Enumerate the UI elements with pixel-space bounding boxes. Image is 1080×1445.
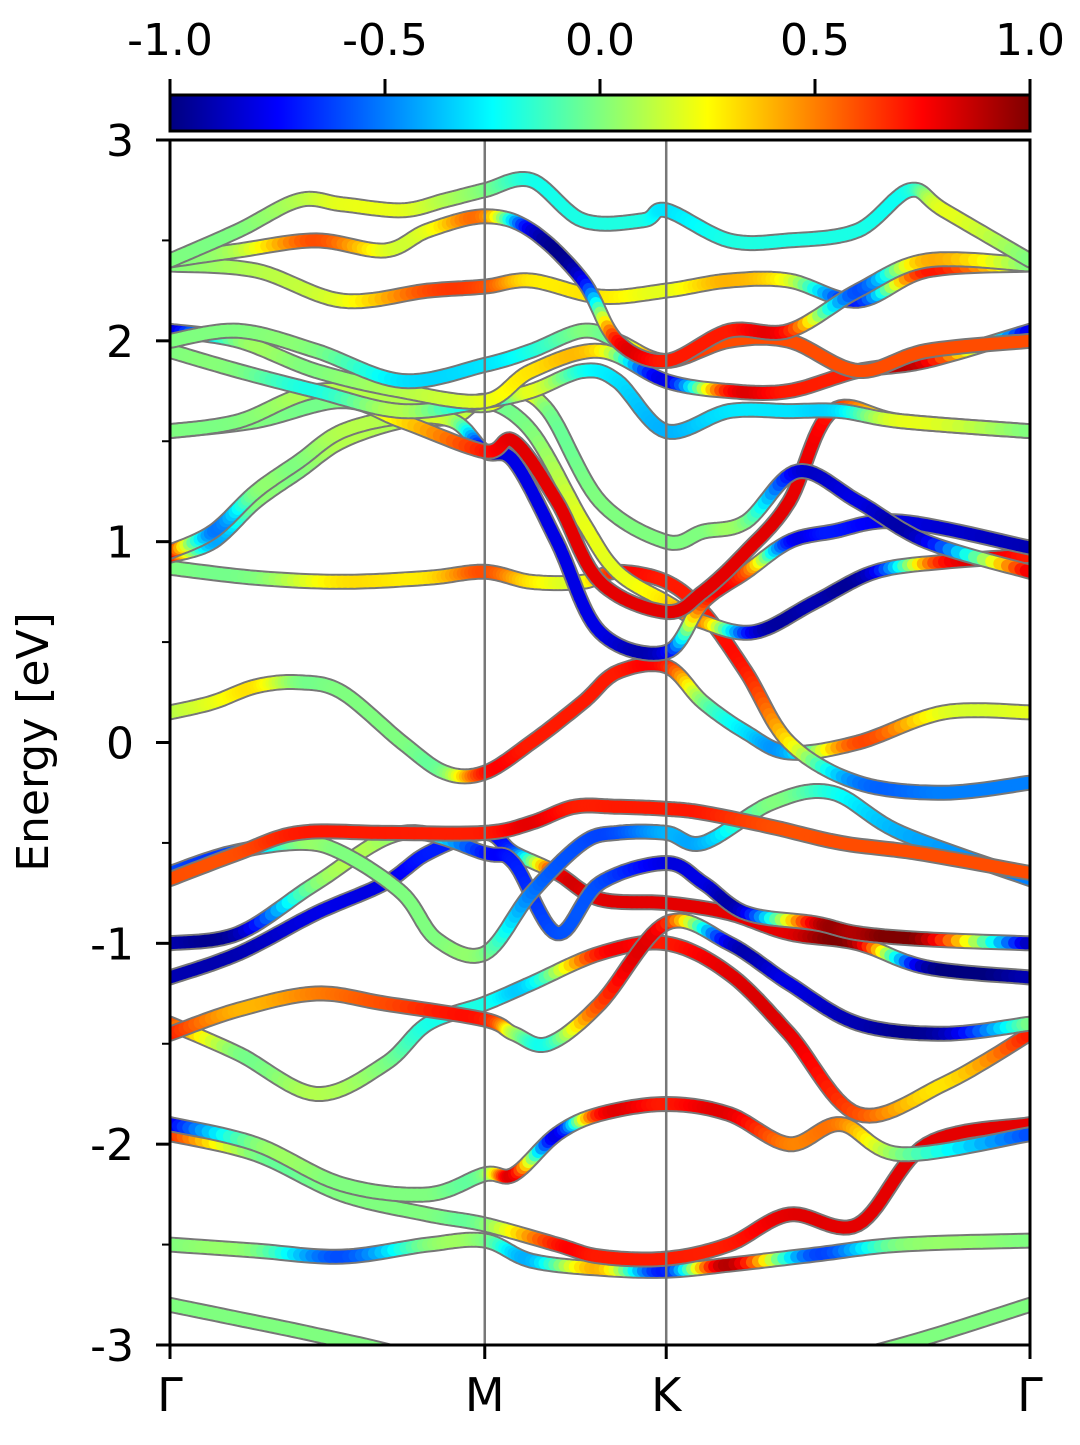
band-segment [764, 1375, 772, 1376]
band-segment [396, 1353, 402, 1355]
y-tick-label: 2 [106, 317, 134, 368]
band-segment [739, 1379, 747, 1380]
band-segment [845, 1357, 855, 1359]
band-segment [789, 1370, 798, 1372]
band-segment [446, 1371, 452, 1373]
band-segment [458, 1376, 464, 1378]
y-tick-label: 3 [106, 116, 134, 167]
band-segment [724, 1381, 732, 1382]
band-11 [170, 664, 1030, 776]
band-lines [170, 179, 1030, 1387]
band-segment [756, 1377, 764, 1378]
y-axis: 3 2 1 0 -1 -2 -3 [90, 116, 170, 1372]
band-segment [747, 1378, 755, 1379]
band-segment [807, 1366, 816, 1368]
band-segment [433, 1366, 439, 1369]
y-tick-label: -1 [90, 919, 134, 970]
band-segment [864, 1353, 873, 1355]
band-segment [826, 1362, 835, 1364]
band-segment [854, 1355, 864, 1357]
y-tick-label: 0 [106, 719, 134, 770]
colorbar-tick-label: 1.0 [995, 15, 1065, 66]
colorbar-tick-label: 0.0 [565, 15, 635, 66]
colorbar-tick-label: -0.5 [342, 15, 428, 66]
y-tick-label: 1 [106, 518, 134, 569]
band-segment [440, 1369, 446, 1372]
band-segment [873, 1350, 883, 1353]
band-segment [781, 1372, 790, 1374]
x-tick-label: Γ [157, 1368, 183, 1422]
band-segment [882, 1348, 891, 1351]
band-segment [772, 1374, 781, 1376]
band-segment [421, 1361, 427, 1363]
band-segment [732, 1380, 740, 1381]
band-segment [452, 1374, 458, 1376]
band-segment [408, 1357, 414, 1359]
colorbar-tick-label: -1.0 [127, 15, 213, 66]
x-tick-label: Γ [1017, 1368, 1043, 1422]
band-segment [384, 1350, 390, 1352]
band-segment [371, 1347, 377, 1349]
band-segment [415, 1359, 421, 1361]
band-segment [378, 1349, 384, 1351]
band-segment [402, 1355, 408, 1357]
band-segment [798, 1368, 807, 1370]
y-axis-label: Energy [eV] [8, 612, 59, 872]
y-tick-label: -2 [90, 1120, 134, 1171]
colorbar: -1.0 -0.5 0.0 0.5 1.0 [127, 15, 1065, 131]
x-tick-label: K [651, 1368, 683, 1422]
band-segment [390, 1352, 396, 1354]
band-segment [694, 1383, 701, 1384]
y-tick-label: -3 [90, 1321, 134, 1372]
high-symmetry-lines [485, 140, 666, 1345]
x-tick-label: M [465, 1368, 505, 1422]
colorbar-gradient [170, 95, 1030, 131]
band-segment [701, 1383, 708, 1384]
band-segment [835, 1360, 845, 1362]
colorbar-tick-label: 0.5 [780, 15, 850, 66]
band-segment [716, 1381, 724, 1382]
band-segment [709, 1382, 717, 1383]
band-segment [816, 1364, 825, 1366]
band-segment [427, 1364, 433, 1367]
